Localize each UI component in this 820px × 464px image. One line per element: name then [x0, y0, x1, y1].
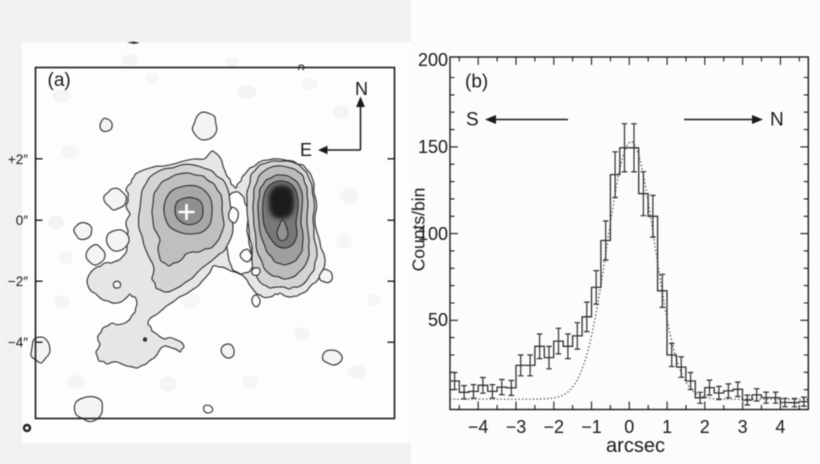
svg-text:0: 0	[624, 417, 634, 437]
svg-text:(b): (b)	[465, 72, 488, 93]
svg-text:3: 3	[738, 417, 748, 437]
svg-text:−3: −3	[506, 417, 527, 437]
svg-text:N: N	[355, 79, 368, 99]
svg-text:N: N	[770, 110, 784, 131]
svg-text:E: E	[300, 140, 312, 160]
svg-text:−2: −2	[544, 417, 565, 437]
svg-text:2: 2	[700, 417, 710, 437]
svg-text:0″: 0″	[16, 213, 29, 228]
svg-text:arcsec: arcsec	[606, 435, 665, 457]
svg-text:−1: −1	[581, 417, 602, 437]
svg-text:−4″: −4″	[8, 335, 28, 350]
svg-text:S: S	[466, 110, 479, 131]
svg-text:100: 100	[418, 224, 448, 244]
svg-text:200: 200	[418, 50, 448, 70]
svg-text:50: 50	[428, 310, 448, 330]
svg-text:1: 1	[662, 417, 672, 437]
svg-text:−2″: −2″	[8, 274, 28, 289]
svg-text:Counts/bin: Counts/bin	[409, 188, 429, 272]
svg-text:150: 150	[418, 137, 448, 157]
svg-text:4: 4	[775, 417, 785, 437]
svg-text:+2″: +2″	[8, 152, 28, 167]
svg-text:(a): (a)	[48, 70, 71, 91]
svg-text:−4: −4	[468, 417, 489, 437]
